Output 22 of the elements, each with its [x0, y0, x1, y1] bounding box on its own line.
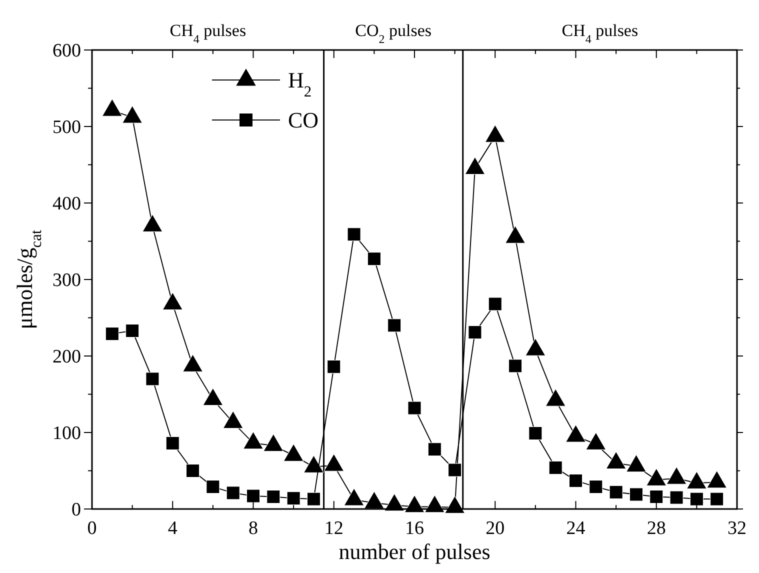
y-tick-label: 0	[72, 500, 81, 521]
y-tick-label: 600	[52, 40, 81, 62]
x-tick-label: 32	[728, 518, 746, 539]
x-tick-label: 8	[248, 518, 258, 539]
text: CH$_{4}$ pulses	[170, 21, 246, 46]
y-tick-label: 300	[52, 270, 81, 292]
x-tick-label: 12	[324, 518, 344, 539]
text: CH$_{4}$ pulses	[562, 21, 638, 46]
x-tick-label: 28	[646, 518, 666, 539]
legend-label: CO	[288, 108, 319, 133]
x-tick-label: 4	[168, 518, 178, 539]
y-tick-label: 500	[52, 117, 81, 138]
x-tick-label: 0	[87, 518, 97, 539]
y-tick-label: 100	[52, 423, 81, 444]
x-axis-title: number of pulses	[338, 539, 490, 564]
y-tick-label: 400	[52, 194, 81, 215]
legend-label: H$_{2}$	[288, 68, 312, 100]
x-tick-label: 20	[486, 518, 505, 539]
text: CO$_{2}$ pulses	[355, 21, 432, 46]
y-tick-label: 200	[52, 346, 81, 368]
x-tick-label: 16	[405, 518, 424, 539]
x-tick-label: 24	[566, 518, 586, 539]
